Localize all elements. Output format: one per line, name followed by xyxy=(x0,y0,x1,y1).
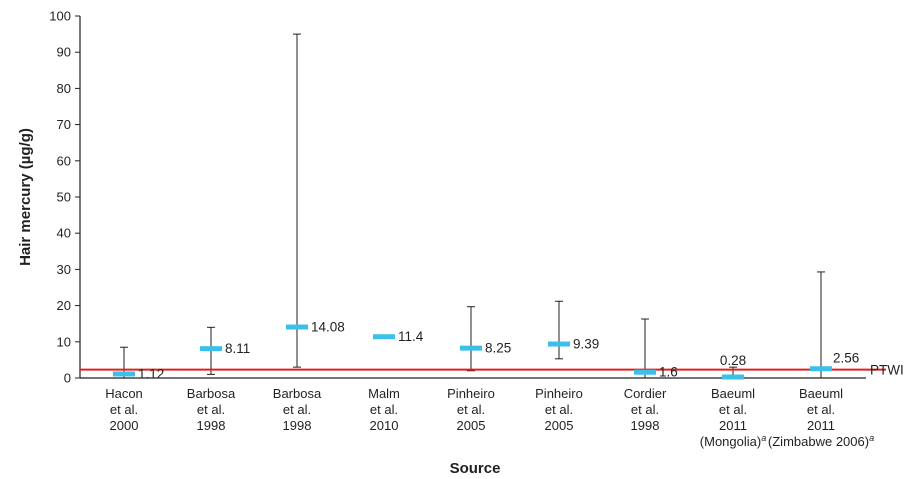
y-tick-label: 30 xyxy=(57,262,71,277)
data-label: 8.25 xyxy=(485,341,511,356)
category-label-line: 2005 xyxy=(545,418,574,433)
data-label: 9.39 xyxy=(573,337,599,352)
y-tick-label: 0 xyxy=(64,371,71,386)
category-label-line: Hacon xyxy=(105,386,143,401)
category-label-line: 2011 xyxy=(807,418,835,433)
category-label-line: et al. xyxy=(457,402,485,417)
data-label: 1.6 xyxy=(659,365,678,380)
category-label: Baeuml et al. 2011 (Zimbabwe 2006)a xyxy=(768,386,874,449)
mean-marker xyxy=(810,366,832,372)
category-label-line: (Mongolia) xyxy=(700,434,761,449)
y-axis-title: Hair mercury (µg/g) xyxy=(17,128,34,266)
category-label-line: 1998 xyxy=(197,418,226,433)
category-label-line: 2011 xyxy=(719,418,747,433)
y-tick-label: 40 xyxy=(57,226,71,241)
category-label-line: et al. xyxy=(807,402,835,417)
category-label-line: Malm xyxy=(368,386,400,401)
footnote-superscript: a xyxy=(761,433,766,443)
category-label-line: et al. xyxy=(197,402,225,417)
y-tick-label: 50 xyxy=(57,190,71,205)
y-tick-label: 60 xyxy=(57,153,71,168)
category-label: Pinheiro et al. 2005 xyxy=(535,386,583,433)
data-label: 1.12 xyxy=(138,366,164,381)
mean-marker xyxy=(113,371,135,377)
category-label: Cordier et al. 1998 xyxy=(624,386,667,433)
data-label: 2.56 xyxy=(833,351,859,366)
category-label-line: Cordier xyxy=(624,386,667,401)
y-tick-label: 20 xyxy=(57,298,71,313)
mean-markers xyxy=(113,324,832,380)
mean-marker xyxy=(634,369,656,375)
ptwi-label: PTWI xyxy=(870,363,904,378)
category-label-line: 1998 xyxy=(283,418,312,433)
category-label-line: 2005 xyxy=(457,418,486,433)
category-label-line: Baeuml xyxy=(711,386,755,401)
mean-marker xyxy=(373,334,395,340)
mean-marker xyxy=(548,341,570,347)
y-tick-label: 80 xyxy=(57,81,71,96)
category-label-line: Baeuml xyxy=(799,386,843,401)
data-label: 11.4 xyxy=(398,329,424,344)
data-label: 14.08 xyxy=(311,320,345,335)
error-bars xyxy=(120,33,825,379)
mean-marker xyxy=(286,324,308,330)
y-tick-label: 10 xyxy=(57,334,71,349)
category-label-line: Pinheiro xyxy=(447,386,495,401)
category-label: Hacon et al. 2000 xyxy=(105,386,143,433)
mean-marker xyxy=(722,374,744,380)
data-label: 0.28 xyxy=(720,353,746,368)
category-label-line: et al. xyxy=(545,402,573,417)
mean-marker xyxy=(460,345,482,351)
category-label-line: et al. xyxy=(110,402,138,417)
footnote-superscript: a xyxy=(869,433,874,443)
category-label-line: 1998 xyxy=(631,418,660,433)
category-label-line: Barbosa xyxy=(187,386,236,401)
category-label-line: Barbosa xyxy=(273,386,322,401)
category-label-line: et al. xyxy=(719,402,747,417)
mean-marker xyxy=(200,346,222,352)
category-label-line: (Zimbabwe 2006) xyxy=(768,434,869,449)
data-label: 8.11 xyxy=(225,341,250,356)
category-label-line: Pinheiro xyxy=(535,386,583,401)
category-label: Pinheiro et al. 2005 xyxy=(447,386,495,433)
x-axis-title: Source xyxy=(450,460,501,477)
y-tick-label: 100 xyxy=(49,9,71,24)
category-label: Malm et al. 2010 xyxy=(368,386,400,433)
category-label-line: 2010 xyxy=(370,418,399,433)
category-label: Barbosa et al. 1998 xyxy=(273,386,322,433)
category-label-line: 2000 xyxy=(110,418,139,433)
category-label: Barbosa et al. 1998 xyxy=(187,386,236,433)
category-label: Baeuml et al. 2011 (Mongolia)a xyxy=(700,386,766,449)
reference-line: PTWI xyxy=(80,363,904,378)
category-label-line: et al. xyxy=(631,402,659,417)
y-tick-label: 90 xyxy=(57,45,71,60)
y-axis: 0 10 20 30 40 50 60 70 80 90 100 xyxy=(49,9,866,386)
data-labels: 1.12 8.11 14.08 11.4 8.25 9.39 1.6 0.28 2.56 xyxy=(138,320,859,382)
category-label-line: et al. xyxy=(370,402,398,417)
category-label-line: et al. xyxy=(283,402,311,417)
y-tick-label: 70 xyxy=(57,117,71,132)
